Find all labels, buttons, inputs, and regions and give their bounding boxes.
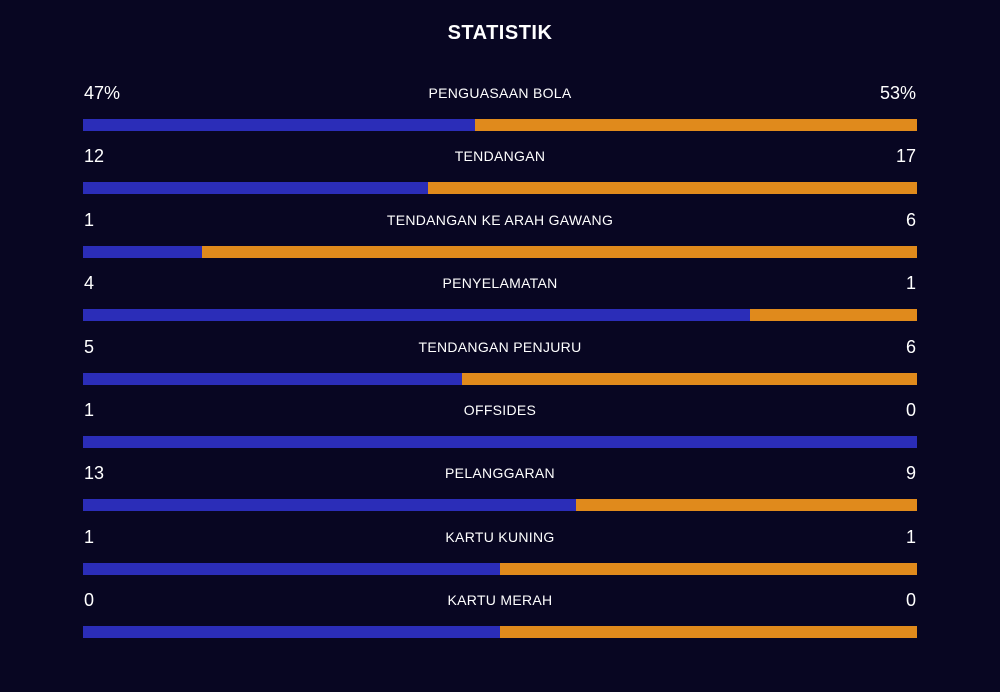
stat-row-fouls: 13 PELANGGARAN 9 [83,460,917,523]
home-value: 5 [84,336,95,357]
away-bar-segment [202,245,917,258]
home-value: 47% [84,83,121,103]
comparison-bar [83,372,917,385]
stat-label: TENDANGAN KE ARAH GAWANG [386,211,614,228]
away-value: 0 [905,590,916,611]
away-bar-segment [500,562,917,575]
home-value: 1 [84,209,95,230]
stat-label: TENDANGAN [454,148,546,165]
stat-header: 12 TENDANGAN 17 [83,143,917,181]
stat-row-shots: 12 TENDANGAN 17 [83,143,917,206]
away-value: 6 [905,336,916,357]
stat-header: 4 PENYELAMATAN 1 [83,270,917,308]
stat-header: 47% PENGUASAAN BOLA 53% [83,80,917,118]
stat-label: KARTU MERAH [447,592,553,609]
comparison-bar [83,119,917,131]
comparison-bar [83,309,917,322]
stat-row-shots-on-target: 1 TENDANGAN KE ARAH GAWANG 6 [83,207,917,270]
away-value: 1 [905,526,916,547]
home-value: 0 [84,590,95,611]
away-bar-segment [500,626,917,639]
stat-row-red-cards: 0 KARTU MERAH 0 [83,587,917,650]
stat-header: 0 KARTU MERAH 0 [83,587,917,625]
stat-header: 1 OFFSIDES 0 [83,397,917,435]
stat-header: 13 PELANGGARAN 9 [83,460,917,498]
comparison-bar [83,435,917,448]
comparison-bar [83,626,917,639]
stat-label: TENDANGAN PENJURU [418,338,582,355]
away-bar-segment [575,499,917,512]
home-bar-segment [83,309,751,322]
stat-header: 5 TENDANGAN PENJURU 6 [83,334,917,372]
stat-row-offsides: 1 OFFSIDES 0 [83,397,917,460]
home-bar-segment [83,435,917,448]
home-bar-segment [83,119,475,131]
home-value: 12 [84,146,105,167]
away-value: 1 [905,273,916,294]
away-value: 9 [905,463,916,484]
home-value: 1 [84,526,95,547]
stat-row-corners: 5 TENDANGAN PENJURU 6 [83,334,917,397]
away-value: 0 [905,399,916,420]
home-bar-segment [83,562,500,575]
home-value: 13 [84,463,105,484]
stat-row-saves: 4 PENYELAMATAN 1 [83,270,917,333]
away-value: 53% [879,83,916,103]
stat-label: PELANGGARAN [445,465,555,482]
stat-label: OFFSIDES [463,401,537,418]
stat-header: 1 KARTU KUNING 1 [83,524,917,562]
away-value: 17 [895,146,916,167]
page-title: STATISTIK [447,22,553,44]
away-bar-segment [428,182,917,195]
comparison-bar [83,182,917,195]
away-bar-segment [474,119,917,131]
comparison-bar [83,499,917,512]
home-value: 4 [84,273,95,294]
home-bar-segment [83,626,500,639]
stat-row-yellow-cards: 1 KARTU KUNING 1 [83,524,917,587]
home-value: 1 [84,399,95,420]
away-bar-segment [750,309,917,322]
stat-label: KARTU KUNING [445,528,555,545]
away-value: 6 [905,209,916,230]
home-bar-segment [83,245,203,258]
away-bar-segment [462,372,917,385]
stat-header: 1 TENDANGAN KE ARAH GAWANG 6 [83,207,917,245]
stat-label: PENGUASAAN BOLA [428,85,572,101]
comparison-bar [83,245,917,258]
home-bar-segment [83,182,429,195]
stats-list: 47% PENGUASAAN BOLA 53% 12 TENDANGAN 17 … [83,80,917,651]
home-bar-segment [83,372,463,385]
stat-row-possession: 47% PENGUASAAN BOLA 53% [83,80,917,143]
home-bar-segment [83,499,576,512]
stat-label: PENYELAMATAN [442,275,558,292]
comparison-bar [83,562,917,575]
